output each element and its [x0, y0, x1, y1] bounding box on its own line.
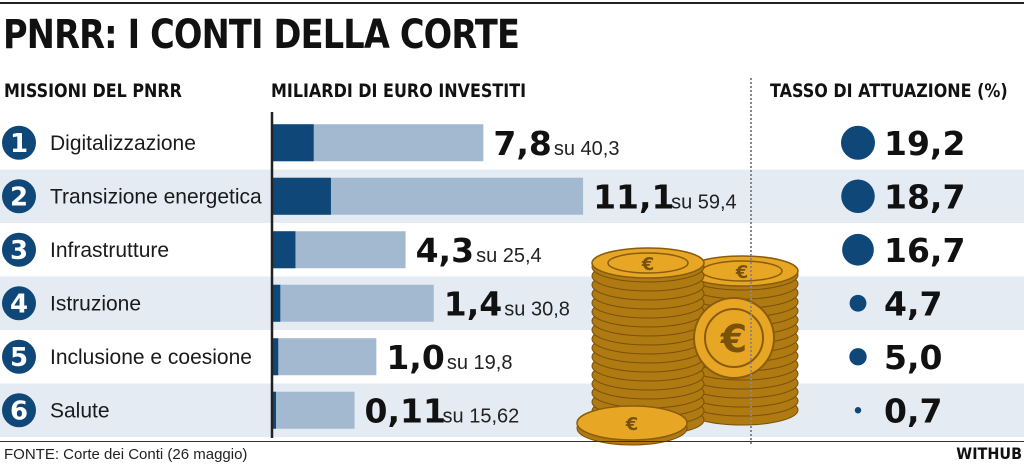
- mission-number-badge: [2, 125, 36, 160]
- rate-dot: [841, 125, 875, 160]
- mission-label: Salute: [50, 399, 110, 422]
- rate-dot: [842, 233, 874, 266]
- bar-invested-funds: [273, 231, 296, 269]
- rate-value-label: 19,2: [884, 124, 965, 163]
- bar-invested-funds: [273, 391, 276, 429]
- chart-rows: 1 Digitalizzazione 7,8 su 40,3 19,2 2 Transizi…: [2, 124, 965, 430]
- source-note: FONTE: Corte dei Conti (26 maggio): [4, 446, 248, 463]
- euro-icon: €: [641, 254, 655, 275]
- mission-row: 5 Inclusione e coesione 1,0 su 19,8 5,0: [2, 338, 942, 377]
- euro-icon: €: [735, 262, 749, 283]
- chart-title: PNRR: I CONTI DELLA CORTE: [3, 12, 520, 58]
- bar-invested-funds: [273, 338, 279, 376]
- total-value-label: su 19,8: [447, 352, 513, 374]
- header-billions-invested: MILIARDI DI EURO INVESTITI: [271, 80, 527, 102]
- invested-value-label: 11,1: [593, 177, 674, 216]
- total-value-label: su 25,4: [476, 245, 542, 267]
- rate-dot: [841, 179, 875, 214]
- rate-value-label: 4,7: [884, 284, 942, 323]
- mission-row: 3 Infrastrutture 4,3 su 25,4 16,7: [2, 231, 965, 270]
- total-value-label: su 40,3: [554, 138, 620, 160]
- rate-value-label: 5,0: [884, 338, 942, 377]
- top-rule: [0, 2, 1024, 4]
- bar-total-funds: [273, 284, 434, 322]
- mission-number-badge: [2, 393, 36, 428]
- mission-number: 4: [10, 289, 28, 319]
- mission-number-badge: [2, 339, 36, 374]
- mission-row: 2 Transizione energetica 11,1su 59,4 18,7: [2, 177, 965, 216]
- mission-label: Istruzione: [50, 292, 141, 315]
- bar-invested-funds: [273, 177, 331, 215]
- mission-row: 4 Istruzione 1,4 su 30,8 4,7: [2, 284, 942, 323]
- credit-logo: WITHUB: [956, 444, 1022, 463]
- total-value-label: su 15,62: [443, 405, 520, 427]
- rate-value-label: 16,7: [884, 231, 965, 270]
- rate-value-label: 0,7: [884, 391, 942, 430]
- invested-value-label: 4,3: [416, 231, 474, 270]
- coin-rim: [607, 252, 689, 274]
- header-missions: MISSIONI DEL PNRR: [4, 80, 182, 102]
- invested-value-label: 7,8: [493, 124, 551, 163]
- mission-label: Transizione energetica: [50, 185, 262, 208]
- rate-dot: [849, 348, 867, 366]
- bottom-rule: [0, 441, 1024, 442]
- rate-value-label: 18,7: [884, 177, 965, 216]
- mission-number: 1: [10, 129, 28, 159]
- euro-icon: €: [625, 414, 639, 435]
- mission-label: Digitalizzazione: [50, 132, 196, 155]
- invested-value-label: 0,11: [365, 391, 446, 430]
- total-value-label: su 30,8: [504, 298, 570, 320]
- total-value-label: su 59,4: [671, 191, 737, 213]
- header-implementation-rate: TASSO DI ATTUAZIONE (%): [770, 80, 1008, 102]
- mission-number: 6: [10, 396, 28, 426]
- column-divider: [750, 78, 752, 444]
- euro-icon: €: [720, 317, 747, 361]
- mission-number-badge: [2, 179, 36, 214]
- rate-dot: [854, 407, 862, 414]
- bar-invested-funds: [273, 284, 281, 322]
- rate-dot: [849, 294, 867, 312]
- mission-number: 2: [10, 182, 28, 212]
- mission-number-badge: [2, 286, 36, 321]
- coin-stack-illustration: € € € €: [576, 247, 799, 446]
- bar-invested-funds: [273, 124, 314, 162]
- bar-total-funds: [273, 391, 355, 429]
- row-band: [0, 383, 1024, 437]
- bar-total-funds: [273, 338, 377, 376]
- coin-upright: €: [693, 297, 775, 379]
- mission-row: 1 Digitalizzazione 7,8 su 40,3 19,2: [2, 124, 965, 163]
- invested-value-label: 1,0: [386, 338, 444, 377]
- mission-label: Inclusione e coesione: [50, 346, 252, 369]
- invested-value-label: 1,4: [444, 284, 502, 323]
- coin-face: [576, 405, 688, 441]
- mission-label: Infrastrutture: [50, 239, 169, 262]
- mission-number: 3: [10, 236, 28, 266]
- mission-number: 5: [10, 343, 28, 373]
- coin-lying: €: [576, 405, 688, 446]
- mission-number-badge: [2, 232, 36, 267]
- coin-rim: [704, 308, 764, 368]
